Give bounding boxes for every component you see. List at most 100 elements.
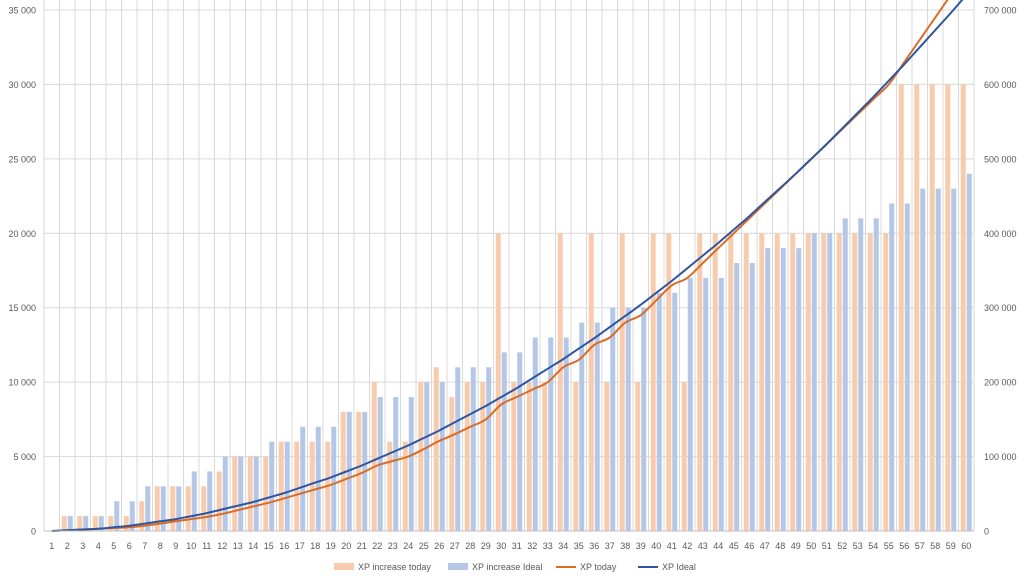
right-tick-label: 500 000 (984, 154, 1017, 164)
bar (656, 292, 662, 531)
bar (145, 486, 151, 531)
bar (867, 233, 873, 532)
bar (883, 233, 889, 532)
bar (532, 337, 538, 531)
bar (216, 471, 222, 531)
bar (495, 233, 501, 532)
legend-item: XP increase today (334, 562, 431, 572)
bar (331, 426, 337, 531)
bar (914, 84, 920, 531)
legend-item: XP Ideal (638, 562, 696, 572)
x-tick-label: 59 (946, 541, 956, 551)
bar (486, 367, 492, 531)
bar (222, 456, 228, 531)
bar (424, 382, 430, 531)
bar (61, 516, 67, 531)
x-tick-label: 36 (589, 541, 599, 551)
legend-item: XP increase Ideal (448, 562, 542, 572)
legend-swatch (334, 563, 354, 570)
bar (470, 367, 476, 531)
bar (92, 516, 98, 531)
x-tick-label: 35 (574, 541, 584, 551)
bar (790, 233, 796, 532)
bar (594, 322, 600, 531)
bar (712, 233, 718, 532)
left-tick-label: 10 000 (8, 378, 36, 388)
bar (170, 486, 176, 531)
x-tick-label: 24 (403, 541, 413, 551)
x-tick-label: 40 (651, 541, 661, 551)
bar (635, 382, 641, 531)
bar (98, 516, 104, 531)
bar-series-1 (61, 84, 966, 532)
left-tick-label: 0 (31, 527, 36, 537)
x-tick-label: 9 (173, 541, 178, 551)
x-tick-label: 53 (853, 541, 863, 551)
x-tick-label: 29 (481, 541, 491, 551)
bar (83, 516, 89, 531)
bar (253, 456, 259, 531)
x-tick-label: 28 (465, 541, 475, 551)
bar (811, 233, 817, 532)
bar (672, 292, 678, 531)
bar (201, 486, 207, 531)
bar (67, 516, 73, 531)
right-y-axis: 0 100 000 200 000 300 000 400 000 500 000 600 … (984, 6, 1017, 537)
x-tick-label: 12 (217, 541, 227, 551)
x-tick-label: 4 (96, 541, 101, 551)
bar (858, 218, 864, 531)
bar (588, 233, 594, 532)
x-tick-label: 2 (65, 541, 70, 551)
bar (315, 426, 321, 531)
x-tick-label: 34 (558, 541, 568, 551)
gridlines (43, 0, 975, 532)
bar (548, 337, 554, 531)
x-tick-label: 32 (527, 541, 537, 551)
line-series-2 (51, 0, 964, 532)
bar (114, 501, 120, 531)
bar (402, 441, 408, 531)
bar (123, 516, 129, 531)
bar (728, 233, 734, 532)
right-tick-label: 100 000 (984, 452, 1017, 462)
bar (77, 516, 83, 531)
bar (681, 382, 687, 531)
bar (920, 188, 926, 531)
bar (734, 263, 740, 531)
bar (759, 233, 765, 532)
bar (579, 322, 585, 531)
right-tick-label: 200 000 (984, 378, 1017, 388)
bar (340, 411, 346, 531)
x-tick-label: 55 (884, 541, 894, 551)
bar (371, 382, 377, 531)
x-tick-label: 30 (496, 541, 506, 551)
bar (511, 382, 517, 531)
legend: XP increase today XP increase Ideal XP tod… (334, 562, 696, 572)
bar (873, 218, 879, 531)
bar (718, 277, 724, 531)
bar (238, 456, 244, 531)
x-tick-label: 14 (248, 541, 258, 551)
left-tick-label: 30 000 (8, 80, 36, 90)
right-tick-label: 600 000 (984, 80, 1017, 90)
bar (346, 411, 352, 531)
bar (765, 248, 771, 531)
bar (449, 397, 455, 531)
x-tick-label: 15 (264, 541, 274, 551)
x-tick-label: 1 (49, 541, 54, 551)
x-tick-label: 16 (279, 541, 289, 551)
legend-label: XP today (580, 562, 617, 572)
bar-series-2 (67, 173, 972, 532)
bar (641, 307, 647, 531)
bar (300, 426, 306, 531)
bar (309, 441, 315, 531)
bar (393, 397, 399, 531)
x-tick-label: 13 (233, 541, 243, 551)
x-tick-label: 39 (636, 541, 646, 551)
x-tick-label: 51 (822, 541, 832, 551)
left-tick-label: 35 000 (8, 6, 36, 16)
bar (557, 233, 563, 532)
x-tick-label: 57 (915, 541, 925, 551)
bar (129, 501, 135, 531)
